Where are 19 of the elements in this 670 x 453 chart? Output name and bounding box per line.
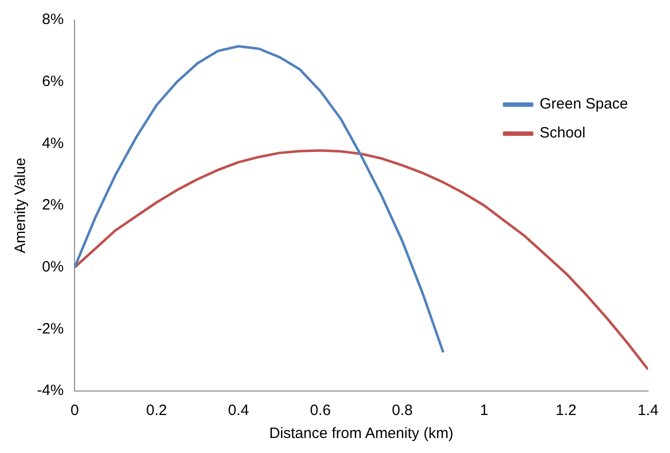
y-tick-label: -2% [36, 320, 64, 338]
y-tick-label: 2% [42, 196, 64, 214]
y-tick-label: 8% [42, 11, 64, 28]
y-tick-label: 0% [42, 258, 64, 276]
x-axis-title: Distance from Amenity (km) [269, 425, 454, 442]
x-tick-label: 0.6 [310, 402, 331, 420]
legend-label: School [540, 124, 586, 142]
legend-label: Green Space [540, 96, 628, 113]
x-tick-label: 1 [480, 402, 488, 420]
x-tick-label: 1.4 [638, 402, 658, 420]
y-axis-title: Amenity Value [12, 158, 30, 254]
x-tick-label: 0.8 [392, 402, 413, 420]
x-tick-label: 0.4 [228, 402, 249, 420]
y-tick-label: -4% [36, 382, 64, 400]
x-tick-label: 1.2 [556, 402, 577, 420]
x-tick-label: 0.2 [146, 402, 168, 420]
y-tick-label: 4% [42, 134, 64, 152]
y-tick-label: 6% [42, 72, 64, 90]
x-tick-label: 0 [70, 402, 79, 420]
